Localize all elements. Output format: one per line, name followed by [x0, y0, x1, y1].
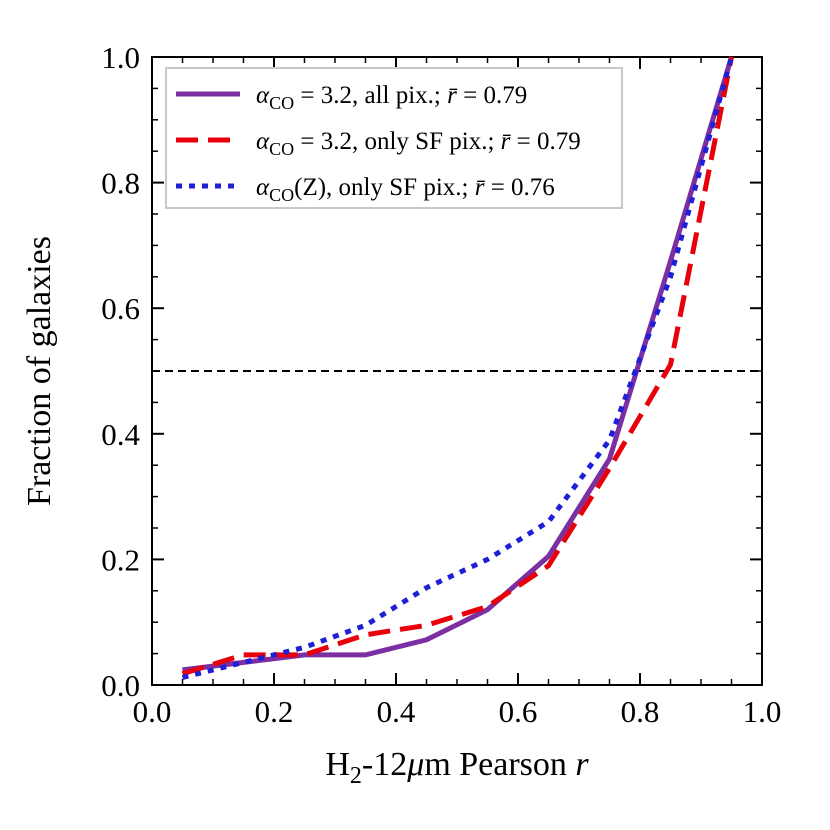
series-line-3 [181, 56, 734, 680]
legend-label-3: αCO(Z), only SF pix.; r̄ = 0.76 [256, 174, 555, 205]
y-axis-label: Fraction of galaxies [21, 236, 58, 506]
legend-label-2: αCO = 3.2, only SF pix.; r̄ = 0.79 [256, 128, 581, 159]
ticks: 0.0 0.2 0.4 0.6 0.8 1.0 0.0 0.2 0.4 0.6 0.8 1.0 [101, 40, 781, 729]
legend-label-1: αCO = 3.2, all pix.; r̄ = 0.79 [256, 82, 527, 113]
y-tick-label: 0.8 [101, 166, 140, 201]
y-tick-label: 0.6 [101, 291, 140, 326]
x-axis-label: H2-12μm Pearson r [325, 746, 589, 789]
x-tick-label: 0.0 [133, 694, 172, 729]
x-tick-label: 0.8 [621, 694, 660, 729]
x-tick-label: 0.4 [377, 694, 416, 729]
y-tick-label: 0.2 [101, 542, 140, 577]
series-line-2 [181, 56, 734, 677]
y-tick-label: 0.4 [101, 417, 140, 452]
x-tick-label: 0.2 [255, 694, 294, 729]
x-tick-label: 0.6 [499, 694, 538, 729]
x-tick-label: 1.0 [743, 694, 782, 729]
legend: αCO = 3.2, all pix.; r̄ = 0.79 αCO = 3.2,… [165, 67, 623, 209]
y-tick-label: 0.0 [101, 668, 140, 703]
series-group [181, 56, 734, 680]
legend-box [165, 67, 623, 209]
y-tick-label: 1.0 [101, 40, 140, 75]
